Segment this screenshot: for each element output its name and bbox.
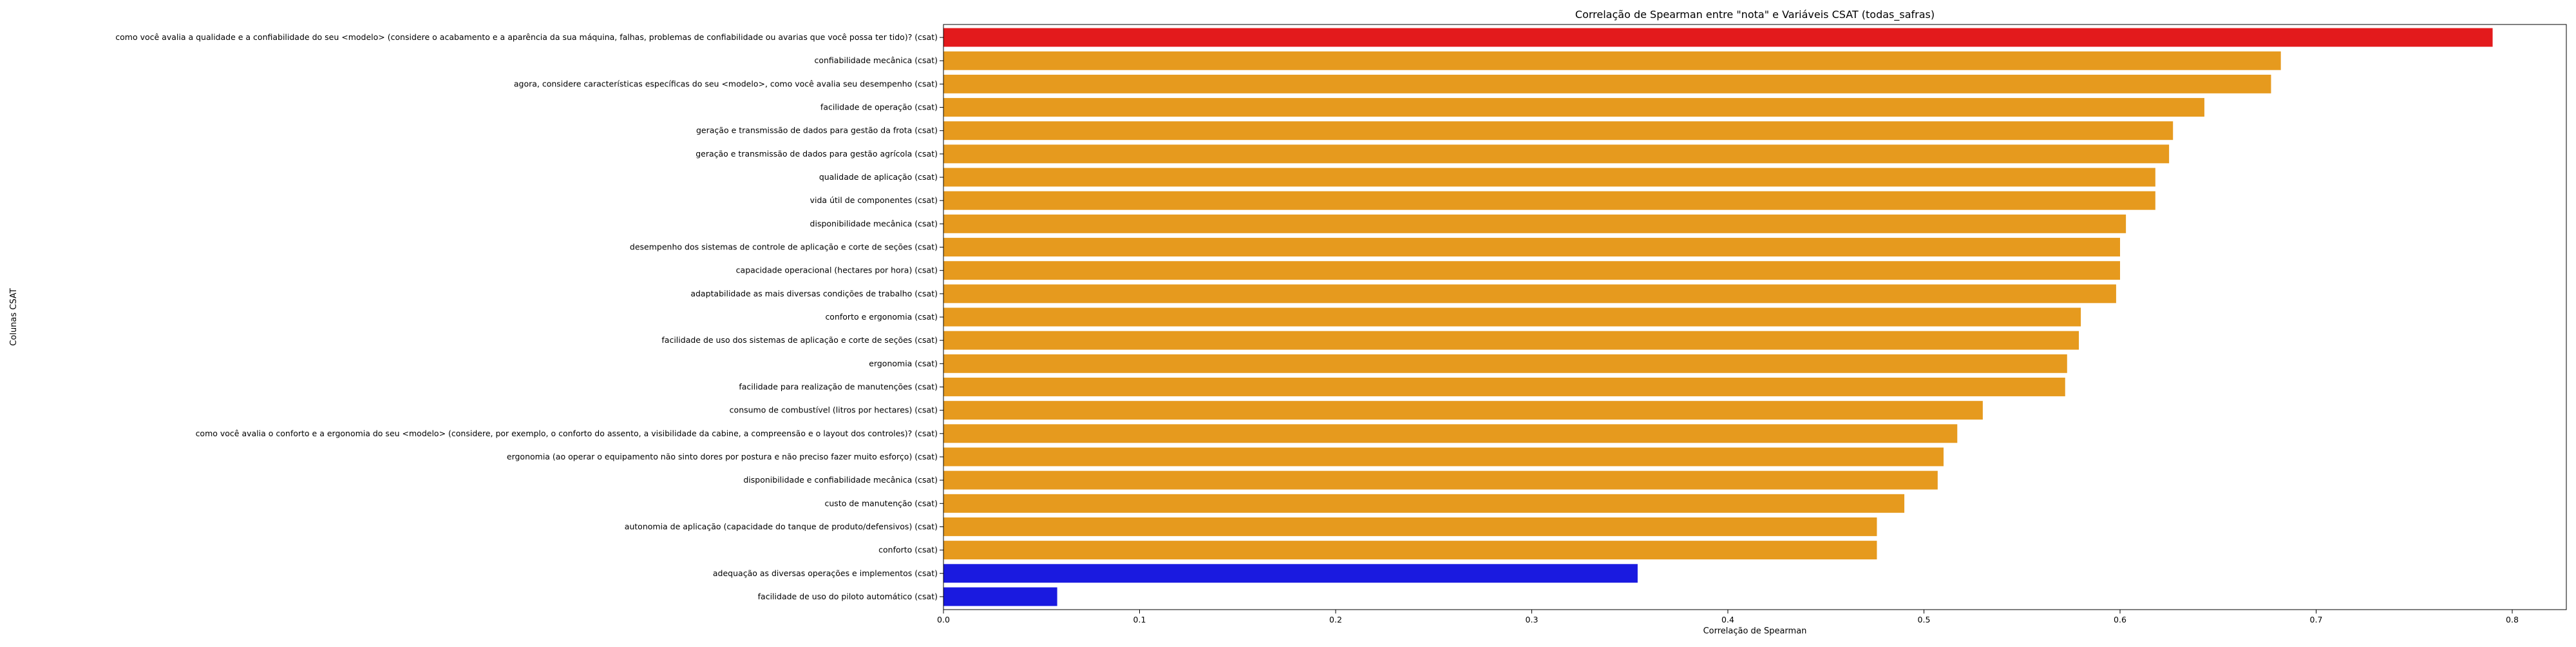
y-tick-labels: como você avalia a qualidade e a confiab… [115,32,943,601]
y-tick-label: consumo de combustível (litros por hecta… [730,405,938,415]
y-tick-label: conforto e ergonomia (csat) [825,312,938,322]
y-tick-label: facilidade de operação (csat) [820,102,938,112]
bar [943,494,1905,513]
bar [943,214,2126,233]
bar [943,307,2081,327]
x-tick-label: 0.5 [1918,615,1931,624]
y-tick-label: facilidade para realização de manutençõe… [739,381,938,391]
y-tick-label: disponibilidade e confiabilidade mecânic… [743,475,938,485]
bar [943,541,1877,560]
y-tick-label: qualidade de aplicação (csat) [819,172,938,182]
y-tick-label: facilidade de uso dos sistemas de aplica… [661,335,938,345]
y-tick-label: adequação as diversas operações e implem… [713,568,938,578]
y-tick-label: autonomia de aplicação (capacidade do ta… [625,521,938,531]
x-tick-label: 0.6 [2114,615,2126,624]
y-tick-label: agora, considere características específ… [514,79,938,88]
bar [943,354,2067,373]
y-tick-label: geração e transmissão de dados para gest… [696,126,938,135]
bar [943,51,2281,70]
bar [943,28,2493,47]
x-tick-label: 0.3 [1526,615,1539,624]
plot-frame [943,24,2567,610]
x-tick-label: 0.4 [1721,615,1734,624]
bars-layer [943,28,2493,606]
x-tick-label: 0.0 [937,615,950,624]
y-tick-label: vida útil de componentes (csat) [810,195,938,205]
y-tick-label: custo de manutenção (csat) [825,498,938,508]
bar [943,284,2116,304]
bar [943,564,1638,583]
bar [943,238,2120,256]
bar [943,168,2155,187]
x-ticks: 0.0 0.1 0.2 0.3 0.4 0.5 0.6 0.7 0.8 [937,610,2519,624]
x-axis-label: Correlação de Spearman [1703,626,1807,636]
bar [943,261,2120,280]
bar [943,424,1958,443]
y-tick-label: ergonomia (ao operar o equipamento não s… [507,452,938,461]
y-tick-label: desempenho dos sistemas de controle de a… [630,242,938,252]
bar [943,121,2174,140]
y-axis-label: Colunas CSAT [9,288,19,345]
y-tick-label: ergonomia (csat) [869,358,938,368]
bar [943,191,2155,210]
y-tick-label: como você avalia a qualidade e a confiab… [115,32,938,42]
y-tick-label: confiabilidade mecânica (csat) [814,55,938,65]
bar [943,517,1877,536]
x-tick-label: 0.7 [2310,615,2323,624]
y-tick-label: geração e transmissão de dados para gest… [696,149,938,159]
bar [943,144,2170,164]
bar [943,447,1944,467]
bar [943,74,2271,93]
y-tick-label: adaptabilidade as mais diversas condiçõe… [690,289,938,298]
y-tick-label: conforto (csat) [878,545,938,555]
x-tick-label: 0.1 [1133,615,1146,624]
y-tick-label: capacidade operacional (hectares por hor… [736,266,938,275]
bar [943,331,2079,350]
bar [943,401,1983,420]
y-tick-label: facilidade de uso do piloto automático (… [758,592,938,601]
bar [943,470,1938,490]
x-tick-label: 0.2 [1329,615,1342,624]
bar [943,378,2065,396]
y-tick-label: disponibilidade mecânica (csat) [810,218,938,228]
bar [943,587,1057,606]
x-tick-label: 0.8 [2506,615,2519,624]
y-tick-label: como você avalia o conforto e a ergonomi… [196,429,938,438]
chart-title: Correlação de Spearman entre "nota" e Va… [1575,8,1935,21]
bar [943,98,2204,117]
